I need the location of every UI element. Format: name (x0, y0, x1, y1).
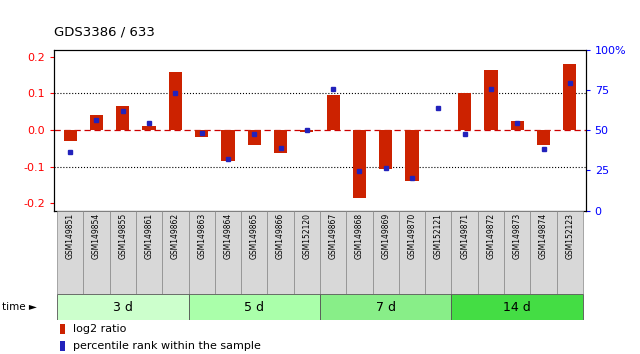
Bar (221, 130, 234, 161)
Bar (60, 324, 65, 335)
Bar (143, 126, 156, 130)
Text: 3 d: 3 d (113, 301, 132, 314)
Bar (109, 211, 136, 294)
Text: GSM152121: GSM152121 (434, 213, 443, 259)
Bar (379, 130, 392, 169)
Bar (326, 95, 340, 130)
Bar (162, 211, 189, 294)
Text: GSM149863: GSM149863 (197, 213, 206, 259)
Bar (563, 64, 577, 130)
Bar (531, 211, 557, 294)
Bar (136, 211, 162, 294)
Text: GSM149864: GSM149864 (223, 213, 232, 259)
Bar (63, 130, 77, 141)
Text: GSM149867: GSM149867 (329, 213, 338, 259)
Bar (320, 294, 451, 320)
Bar (511, 121, 524, 130)
Text: GSM149854: GSM149854 (92, 213, 101, 259)
Text: log2 ratio: log2 ratio (73, 324, 126, 334)
Bar (557, 211, 583, 294)
Text: GSM149862: GSM149862 (171, 213, 180, 259)
Bar (60, 341, 65, 351)
Bar (57, 211, 83, 294)
Bar (458, 93, 471, 130)
Bar (478, 211, 504, 294)
Bar (346, 211, 372, 294)
Bar (451, 211, 478, 294)
Bar (215, 211, 241, 294)
Bar (274, 130, 287, 153)
Text: GSM149861: GSM149861 (145, 213, 154, 259)
Bar (57, 294, 189, 320)
Bar (537, 130, 550, 145)
Bar (425, 211, 451, 294)
Bar (116, 106, 129, 130)
Text: GSM152123: GSM152123 (565, 213, 574, 259)
Text: GSM149870: GSM149870 (408, 213, 417, 259)
Bar (353, 130, 366, 198)
Text: 5 d: 5 d (244, 301, 264, 314)
Bar (372, 211, 399, 294)
Bar (248, 130, 261, 145)
Bar (83, 211, 109, 294)
Bar (268, 211, 294, 294)
Text: GSM149874: GSM149874 (539, 213, 548, 259)
Text: GSM149872: GSM149872 (486, 213, 495, 259)
Bar (189, 294, 320, 320)
Text: GSM149873: GSM149873 (513, 213, 522, 259)
Text: percentile rank within the sample: percentile rank within the sample (73, 341, 261, 351)
Text: GSM149868: GSM149868 (355, 213, 364, 259)
Text: 14 d: 14 d (503, 301, 531, 314)
Text: time ►: time ► (2, 302, 36, 312)
Text: GSM149851: GSM149851 (66, 213, 75, 259)
Bar (169, 72, 182, 130)
Bar (300, 130, 314, 132)
Bar (189, 211, 215, 294)
Bar (320, 211, 346, 294)
Text: GDS3386 / 633: GDS3386 / 633 (54, 26, 156, 39)
Bar (484, 70, 497, 130)
Text: GSM152120: GSM152120 (302, 213, 311, 259)
Bar (294, 211, 320, 294)
Text: GSM149855: GSM149855 (118, 213, 127, 259)
Bar (241, 211, 268, 294)
Bar (504, 211, 531, 294)
Bar (90, 115, 103, 130)
Text: 7 d: 7 d (376, 301, 396, 314)
Text: GSM149871: GSM149871 (460, 213, 469, 259)
Bar (451, 294, 583, 320)
Bar (406, 130, 419, 181)
Text: GSM149869: GSM149869 (381, 213, 390, 259)
Bar (399, 211, 425, 294)
Text: GSM149866: GSM149866 (276, 213, 285, 259)
Text: GSM149865: GSM149865 (250, 213, 259, 259)
Bar (195, 130, 208, 137)
